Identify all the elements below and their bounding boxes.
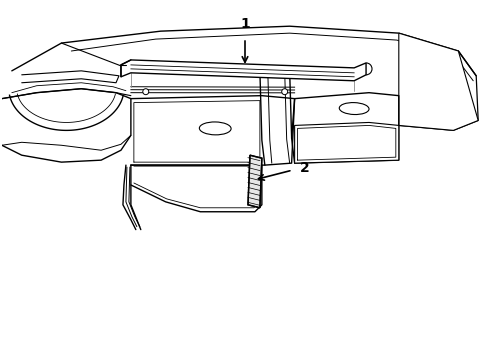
Polygon shape <box>121 60 366 81</box>
Circle shape <box>282 89 288 95</box>
Text: 2: 2 <box>299 161 309 175</box>
Ellipse shape <box>199 122 231 135</box>
Ellipse shape <box>339 103 369 114</box>
Text: 1: 1 <box>240 17 250 31</box>
Polygon shape <box>399 33 478 130</box>
Polygon shape <box>294 122 399 163</box>
Circle shape <box>143 89 149 95</box>
Polygon shape <box>248 155 262 208</box>
